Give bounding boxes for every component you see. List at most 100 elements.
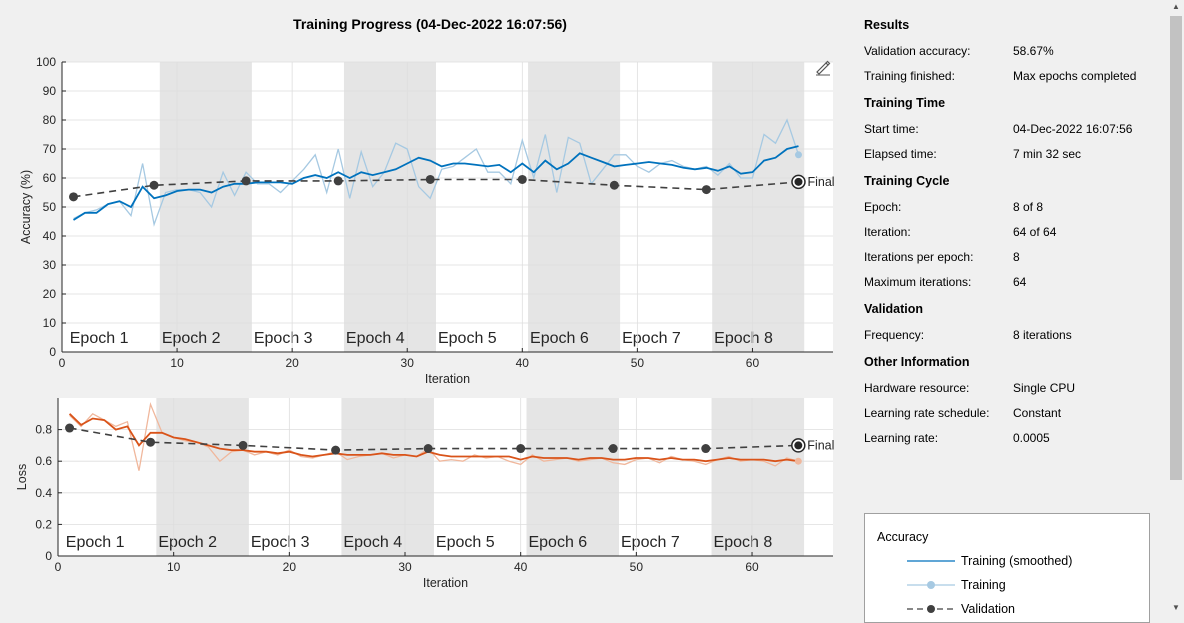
scrollbar-thumb[interactable] <box>1170 16 1182 480</box>
info-row: Frequency: 8 iterations <box>856 328 1166 353</box>
info-label: Learning rate: <box>864 431 939 445</box>
accuracy-y-tick-label: 40 <box>43 229 57 243</box>
accuracy-epoch-label: Epoch 7 <box>622 330 681 347</box>
loss-epoch-label: Epoch 8 <box>714 534 773 551</box>
scroll-up-arrow-icon[interactable]: ▲ <box>1172 2 1180 11</box>
loss-x-tick-label: 30 <box>398 560 412 574</box>
loss-validation-point <box>423 444 433 454</box>
info-label: Training finished: <box>864 69 955 83</box>
scroll-down-arrow-icon[interactable]: ▼ <box>1172 603 1180 612</box>
accuracy-y-tick-label: 20 <box>43 287 57 301</box>
loss-y-tick-label: 0.6 <box>35 454 52 468</box>
loss-validation-point <box>65 423 75 433</box>
accuracy-x-tick-label: 50 <box>631 356 645 370</box>
loss-epoch-label: Epoch 5 <box>436 534 495 551</box>
info-label: Learning rate schedule: <box>864 406 990 420</box>
info-value: 8 <box>1013 250 1020 264</box>
accuracy-x-tick-label: 20 <box>285 356 299 370</box>
accuracy-x-tick-label: 60 <box>746 356 760 370</box>
accuracy-epoch-label: Epoch 4 <box>346 330 405 347</box>
training-time-heading: Training Time <box>864 96 946 110</box>
accuracy-final-label: Final <box>807 175 834 189</box>
info-value: Constant <box>1013 406 1062 420</box>
accuracy-validation-point <box>425 174 435 184</box>
loss-epoch-band <box>341 398 434 556</box>
info-value: 8 iterations <box>1013 328 1072 342</box>
accuracy-epoch-label: Epoch 5 <box>438 330 497 347</box>
info-row: Maximum iterations: 64 <box>856 275 1166 300</box>
accuracy-epoch-label: Epoch 6 <box>530 330 589 347</box>
accuracy-x-tick-label: 30 <box>401 356 415 370</box>
accuracy-x-tick-label: 0 <box>59 356 66 370</box>
accuracy-validation-point <box>333 176 343 186</box>
loss-validation-point <box>794 441 803 450</box>
accuracy-validation-point <box>701 185 711 195</box>
accuracy-validation-point <box>609 180 619 190</box>
accuracy-y-tick-label: 90 <box>43 84 57 98</box>
accuracy-epoch-label: Epoch 3 <box>254 330 313 347</box>
info-row: Iteration: 64 of 64 <box>856 225 1166 250</box>
info-label: Epoch: <box>864 200 902 214</box>
loss-epoch-label: Epoch 6 <box>528 534 587 551</box>
info-label: Iterations per epoch: <box>864 250 974 264</box>
accuracy-x-axis-label: Iteration <box>425 372 470 386</box>
loss-validation-point <box>516 444 526 454</box>
accuracy-validation-point <box>69 192 79 202</box>
results-heading: Results <box>864 18 910 32</box>
loss-x-tick-label: 10 <box>167 560 181 574</box>
info-row: Learning rate schedule: Constant <box>856 406 1166 431</box>
accuracy-epoch-label: Epoch 1 <box>70 330 129 347</box>
loss-final-label: Final <box>807 438 834 452</box>
loss-y-tick-label: 0 <box>45 549 52 563</box>
loss-epoch-band <box>526 398 620 556</box>
loss-y-tick-label: 0.4 <box>35 486 52 500</box>
loss-epoch-band <box>156 398 249 556</box>
other-information-heading: Other Information <box>864 355 970 369</box>
loss-epoch-label: Epoch 2 <box>158 534 217 551</box>
loss-training-smoothed-line <box>68 413 799 463</box>
info-value: Single CPU <box>1013 381 1076 395</box>
accuracy-y-tick-label: 70 <box>43 142 57 156</box>
accuracy-y-tick-label: 50 <box>43 200 57 214</box>
loss-x-tick-label: 40 <box>514 560 528 574</box>
edit-plot-icon[interactable] <box>814 58 832 76</box>
accuracy-training-smoothed-line <box>73 145 799 221</box>
loss-x-axis-label: Iteration <box>423 576 468 590</box>
info-row: Validation accuracy: 58.67% <box>856 44 1166 69</box>
accuracy-validation-point <box>794 177 803 186</box>
accuracy-training-line <box>73 118 800 227</box>
legend-label: Training (smoothed) <box>961 554 1073 568</box>
accuracy-validation-point <box>517 174 527 184</box>
info-value: 04-Dec-2022 16:07:56 <box>1013 122 1133 136</box>
accuracy-y-tick-label: 10 <box>43 316 57 330</box>
loss-validation-point <box>608 444 618 454</box>
info-label: Elapsed time: <box>864 147 937 161</box>
info-label: Iteration: <box>864 225 911 239</box>
loss-validation-line <box>69 427 799 451</box>
legend-label: Training <box>961 578 1006 592</box>
legend-title: Accuracy <box>877 530 929 544</box>
accuracy-epoch-label: Epoch 8 <box>714 330 773 347</box>
accuracy-validation-point <box>149 180 159 190</box>
info-label: Validation accuracy: <box>864 44 971 58</box>
training-info-panel: Results Validation accuracy: 58.67% Train… <box>856 18 1166 456</box>
info-row: Learning rate: 0.0005 <box>856 431 1166 456</box>
info-value: 64 of 64 <box>1013 225 1057 239</box>
loss-y-tick-label: 0.2 <box>35 517 52 531</box>
info-value: Max epochs completed <box>1013 69 1137 83</box>
loss-validation-point <box>146 437 156 447</box>
accuracy-y-tick-label: 100 <box>36 55 56 69</box>
accuracy-y-tick-label: 80 <box>43 113 57 127</box>
accuracy-x-tick-label: 40 <box>516 356 530 370</box>
info-row: Hardware resource: Single CPU <box>856 381 1166 406</box>
training-plots: Epoch 1 Epoch 2 Epoch 3 Epoch 4 Epoch 5 Epoch… <box>15 55 835 590</box>
accuracy-validation-line <box>73 178 799 198</box>
info-value: 7 min 32 sec <box>1013 147 1082 161</box>
loss-validation-point <box>331 445 341 455</box>
loss-y-tick-label: 0.8 <box>35 423 52 437</box>
loss-epoch-band <box>711 398 805 556</box>
accuracy-y-tick-label: 60 <box>43 171 57 185</box>
loss-validation-point <box>701 444 711 454</box>
info-label: Maximum iterations: <box>864 275 972 289</box>
loss-x-tick-label: 60 <box>745 560 759 574</box>
